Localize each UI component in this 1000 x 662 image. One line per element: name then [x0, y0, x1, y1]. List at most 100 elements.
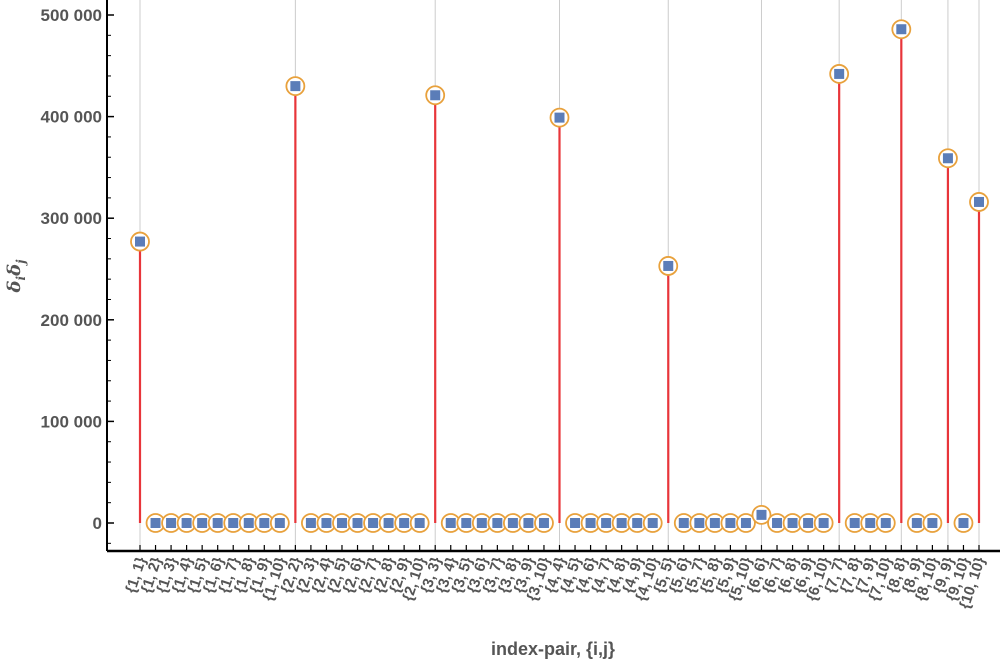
y-tick-label: 300 000	[41, 209, 102, 228]
y-title-sub-j: j	[14, 259, 28, 266]
point-marker	[942, 153, 953, 164]
data-point	[891, 19, 912, 40]
point-marker	[927, 518, 938, 528]
point-marker	[678, 518, 689, 528]
data-point	[549, 107, 570, 128]
point-marker	[150, 518, 161, 528]
data-point	[798, 513, 818, 533]
point-marker	[818, 518, 829, 528]
y-tick-label: 400 000	[41, 108, 102, 127]
point-marker	[228, 518, 239, 528]
point-marker	[585, 518, 596, 528]
data-point	[518, 513, 539, 533]
point-marker	[725, 518, 736, 528]
point-marker	[803, 518, 814, 528]
point-marker	[383, 518, 394, 528]
point-marker	[647, 518, 658, 528]
point-marker	[554, 112, 565, 123]
point-marker	[414, 518, 425, 528]
point-marker	[492, 518, 503, 528]
data-point	[534, 513, 554, 533]
point-marker	[601, 518, 612, 528]
point-marker	[197, 518, 208, 528]
data-point	[565, 513, 585, 533]
point-marker	[259, 518, 270, 528]
point-marker	[849, 518, 860, 528]
data-point	[875, 513, 896, 533]
data-point	[969, 192, 989, 212]
point-marker	[166, 518, 177, 528]
y-tick-label: 0	[93, 514, 102, 533]
point-marker	[896, 24, 907, 35]
point-marker	[274, 518, 285, 528]
point-marker	[305, 518, 316, 528]
data-point	[829, 64, 850, 84]
point-marker	[212, 518, 223, 528]
point-marker	[352, 518, 363, 528]
point-marker	[865, 518, 876, 528]
point-marker	[756, 509, 767, 520]
data-point	[953, 513, 974, 533]
data-point	[363, 513, 383, 533]
data-point	[269, 513, 290, 533]
point-marker	[523, 518, 534, 528]
y-title-delta-i: δ	[4, 280, 25, 293]
point-marker	[772, 518, 783, 528]
point-marker	[694, 518, 705, 528]
y-axis-title: δiδj	[4, 259, 28, 294]
data-point	[689, 513, 710, 533]
point-marker	[911, 518, 922, 528]
data-point	[642, 513, 663, 533]
point-marker	[476, 518, 487, 528]
point-marker	[974, 196, 984, 207]
point-marker	[834, 68, 845, 79]
point-marker	[243, 518, 254, 528]
point-marker	[430, 90, 441, 101]
data-point	[906, 513, 927, 533]
point-marker	[616, 518, 627, 528]
point-marker	[740, 518, 751, 528]
point-marker	[570, 518, 581, 528]
point-marker	[181, 518, 192, 528]
point-marker	[290, 81, 301, 92]
point-marker	[445, 518, 456, 528]
data-point	[316, 513, 337, 533]
data-point	[332, 513, 352, 533]
markers	[130, 19, 989, 533]
point-marker	[461, 518, 472, 528]
point-marker	[538, 518, 549, 528]
point-marker	[507, 518, 518, 528]
y-ticks: 0 100 000 200 000 300 000 400 000 500 000	[41, 6, 114, 544]
y-tick-label: 500 000	[41, 6, 102, 25]
stems	[138, 29, 981, 523]
point-marker	[321, 518, 332, 528]
data-point	[938, 148, 958, 169]
data-point	[471, 513, 492, 533]
y-tick-label: 100 000	[41, 412, 102, 431]
data-point	[658, 256, 679, 276]
data-point	[176, 513, 197, 533]
data-point	[130, 231, 150, 252]
y-title-sub-i: i	[14, 275, 28, 280]
data-point	[409, 513, 430, 533]
data-point	[813, 513, 834, 533]
point-marker	[399, 518, 410, 528]
point-marker	[663, 260, 674, 271]
y-tick-label: 200 000	[41, 311, 102, 330]
point-marker	[336, 518, 347, 528]
y-title-delta-j: δ	[4, 264, 25, 277]
point-marker	[135, 236, 145, 247]
point-marker	[709, 518, 720, 528]
point-marker	[787, 518, 798, 528]
data-point	[440, 513, 461, 533]
data-point	[736, 513, 756, 533]
x-ticks: {1, 1}{1, 2}{1, 3}{1, 4}{1, 5}{1, 6}{1, …	[122, 545, 989, 611]
point-marker	[880, 518, 891, 528]
data-point	[844, 513, 865, 533]
data-point	[425, 85, 446, 106]
point-marker	[958, 518, 969, 528]
axes	[106, 0, 1000, 553]
point-marker	[632, 518, 643, 528]
point-marker	[368, 518, 379, 528]
data-point	[751, 504, 772, 525]
